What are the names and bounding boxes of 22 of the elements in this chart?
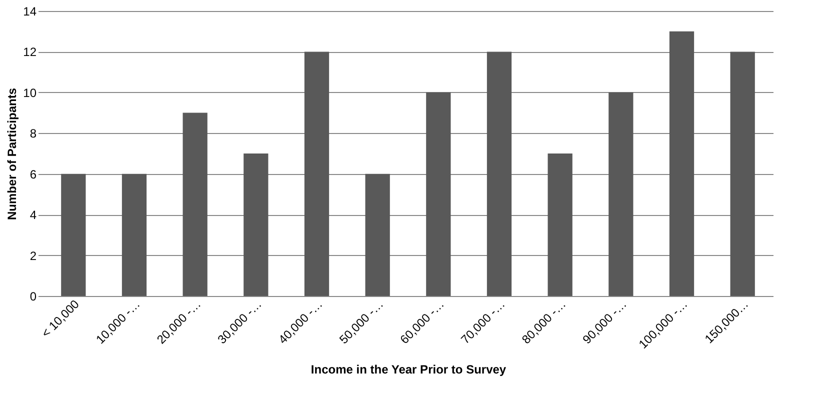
bar [122, 174, 147, 296]
y-tick-label: 14 [23, 4, 37, 18]
y-tick-label: 6 [30, 167, 37, 182]
y-tick-label: 12 [23, 45, 37, 60]
bar [244, 154, 268, 296]
bar [548, 154, 572, 296]
bar [608, 92, 634, 296]
y-tick-label: 2 [30, 248, 37, 263]
y-tick-label: 8 [30, 126, 37, 141]
bar [182, 112, 208, 296]
y-axis-title: Number of Participants [5, 88, 20, 220]
y-tick-label: 10 [23, 86, 37, 100]
y-tick-label: 4 [30, 208, 37, 222]
bar [426, 92, 451, 296]
bar [730, 52, 755, 296]
x-axis-title: Income in the Year Prior to Survey [310, 362, 506, 377]
bar [365, 174, 390, 296]
bar [669, 31, 694, 296]
bar [61, 174, 86, 296]
bar [304, 52, 330, 296]
y-tick-label: 0 [30, 290, 37, 304]
bar [486, 52, 512, 296]
